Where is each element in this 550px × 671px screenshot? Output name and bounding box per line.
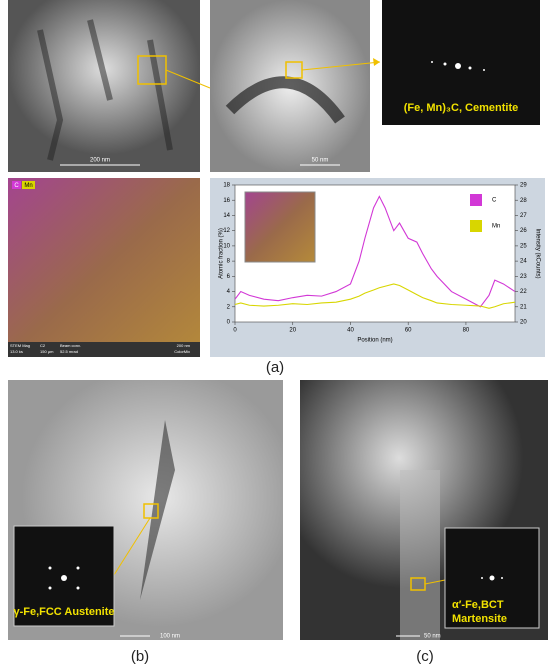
scale-label: 50 nm [312, 158, 329, 164]
y2-tick-label: 21 [520, 304, 527, 310]
y-tick-label: 18 [223, 183, 230, 189]
x-tick-label: 0 [233, 328, 237, 334]
phase-label: Martensite [452, 613, 507, 625]
eds-map [8, 178, 200, 357]
map-info: C2 [40, 343, 46, 348]
x-tick-label: 80 [463, 328, 470, 334]
x-tick-label: 60 [405, 328, 412, 334]
legend-swatch [470, 220, 482, 232]
x-axis-label: Position (nm) [357, 338, 392, 344]
y-tick-label: 4 [227, 289, 231, 295]
y-tick-label: 8 [227, 259, 231, 265]
legend-label: Mn [492, 224, 500, 230]
y2-tick-label: 28 [520, 198, 527, 204]
map-info: 150 µm [40, 349, 54, 354]
phase-label: γ-Fe,FCC Austenite [13, 606, 114, 618]
y2-tick-label: 25 [520, 243, 527, 249]
y2-tick-label: 24 [520, 259, 527, 265]
fft-image [382, 0, 540, 125]
y2-tick-label: 20 [520, 320, 527, 326]
y2-tick-label: 27 [520, 213, 527, 219]
y-tick-label: 12 [223, 228, 230, 234]
legend-label: C [492, 198, 497, 204]
map-legend: C [14, 183, 19, 189]
map-legend: Mn [24, 183, 32, 189]
map-info: Beam conv. [60, 343, 81, 348]
map-info: 52.5 mrad [60, 349, 78, 354]
data-line [234, 283, 516, 309]
y-tick-label: 16 [223, 198, 230, 204]
panel-label: (b) [131, 648, 149, 665]
panel-label: (a) [266, 359, 284, 376]
panel-label: (c) [416, 648, 434, 665]
y2-axis-label: Intensity (kCounts) [534, 228, 540, 278]
phase-label: (Fe, Mn)₃C, Cementite [404, 102, 518, 114]
scale-label: 200 nm [177, 343, 191, 348]
map-info: 13.0 ks [10, 349, 23, 354]
x-tick-label: 40 [347, 328, 354, 334]
y-axis-label: Atomic fraction (%) [219, 228, 225, 279]
y-tick-label: 6 [227, 274, 231, 280]
y-tick-label: 0 [227, 320, 231, 326]
map-info: ColorMix [174, 349, 190, 354]
scale-label: 200 nm [90, 158, 110, 164]
y2-tick-label: 26 [520, 228, 527, 234]
y-tick-label: 10 [223, 243, 230, 249]
legend-swatch [470, 194, 482, 206]
y-tick-label: 14 [223, 213, 230, 219]
y2-tick-label: 22 [520, 289, 527, 295]
scale-label: 100 nm [160, 634, 180, 640]
scale-label: 50 nm [424, 634, 441, 640]
phase-label: α′-Fe,BCT [452, 599, 504, 611]
y-tick-label: 2 [227, 304, 231, 310]
y2-tick-label: 29 [520, 183, 527, 189]
map-info: STEM Mag [10, 343, 30, 348]
data-line [234, 195, 516, 308]
y2-tick-label: 23 [520, 274, 527, 280]
x-tick-label: 20 [289, 328, 296, 334]
inset-image [244, 191, 316, 263]
